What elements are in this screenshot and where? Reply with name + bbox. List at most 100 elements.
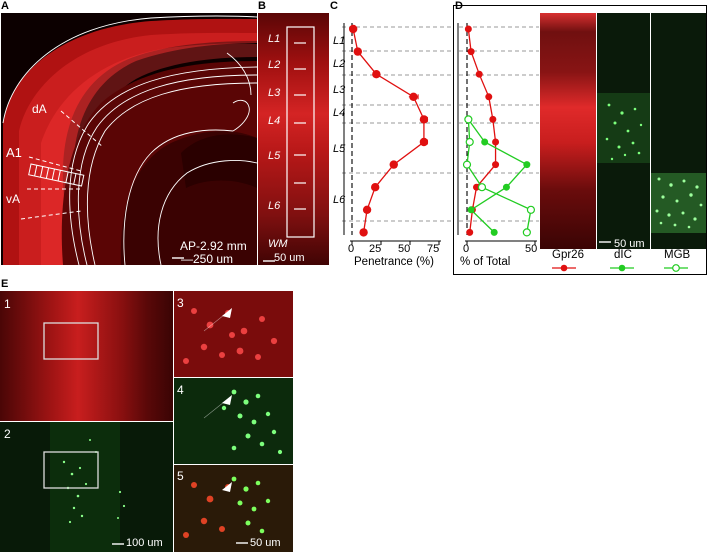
scale-bar-label-a: —250 um <box>181 252 234 266</box>
chart-d <box>457 23 539 245</box>
c-point-0-3 <box>409 92 418 102</box>
d-point-1-3 <box>502 183 510 191</box>
layer-label-b-l3: L3 <box>268 87 281 99</box>
panel-e-sub-1: 1 <box>4 297 11 311</box>
d-point-0-6 <box>492 161 500 169</box>
panel-e-sub-5: 5 <box>177 469 184 483</box>
d-point-0-4 <box>489 115 497 123</box>
cortical-column-image <box>258 13 329 265</box>
white-matter-label: WM <box>268 238 288 250</box>
region-label-va: vA <box>6 192 21 206</box>
chart-c-axis <box>343 23 441 245</box>
c-point-0-7 <box>371 183 380 192</box>
layer-label-c-l5: L5 <box>333 143 346 155</box>
d-point-2-2 <box>462 160 472 169</box>
layer-label-b-l5: L5 <box>268 150 281 162</box>
chart-d-series <box>462 25 536 237</box>
d-point-2-5 <box>522 228 531 237</box>
c-point-0-1 <box>353 47 362 56</box>
chart-c-xtick-0: 0 <box>348 243 355 255</box>
d-point-0-9 <box>466 228 474 236</box>
chart-d-xtick-50: 50 <box>525 243 538 255</box>
c-point-0-8 <box>362 205 372 214</box>
region-label-a1: A1 <box>6 145 22 160</box>
legend-marker-gpr26 <box>560 264 568 272</box>
layer-label-c-l3: L3 <box>333 84 346 96</box>
d-point-2-1 <box>465 137 474 147</box>
panel-e-sub-3: 3 <box>177 296 184 310</box>
chart-d-xtick-0: 0 <box>463 243 470 255</box>
panel-e3-micrograph <box>174 291 293 377</box>
d-point-2-4 <box>526 205 536 214</box>
brain-section-image <box>2 15 258 266</box>
d-point-1-5 <box>490 228 498 236</box>
layer-label-b-l2: L2 <box>268 59 281 71</box>
d-point-2-0 <box>464 115 473 124</box>
chart-c-xtick-25: 25 <box>369 243 382 255</box>
c-point-0-9 <box>359 228 368 237</box>
panel-label-c: C <box>330 0 338 12</box>
chart-c-gridlines <box>342 26 452 222</box>
d-point-0-1 <box>467 48 475 56</box>
d-point-0-0 <box>464 25 472 33</box>
c-point-0-5 <box>419 137 429 147</box>
dic-image <box>597 13 650 249</box>
d-point-0-2 <box>475 70 483 78</box>
panel-label-a: A <box>1 0 9 12</box>
panel-a-micrograph <box>1 13 258 266</box>
scale-bar-label-d: 50 um <box>614 238 645 250</box>
chart-c-xtick-75: 75 <box>427 243 440 255</box>
d-series-line-1 <box>467 119 528 233</box>
c-point-0-2 <box>372 70 381 79</box>
panel-d-frame <box>453 5 707 275</box>
c-point-0-0 <box>348 24 358 34</box>
chart-d-gridlines <box>459 26 539 222</box>
scale-bar-label-e-left: 100 um <box>126 537 163 549</box>
panel-label-b: B <box>258 0 266 12</box>
c-point-0-6 <box>389 160 398 169</box>
layer-label-c-l2: L2 <box>333 58 346 70</box>
d-point-1-1 <box>481 138 489 146</box>
panel-e-sub-4: 4 <box>177 383 184 397</box>
chart-c-xlabel: Penetrance (%) <box>354 256 434 268</box>
mgb-image <box>651 13 706 249</box>
layer-label-b-l4: L4 <box>268 115 281 127</box>
region-label-da: dA <box>32 102 47 116</box>
panel-e5-micrograph <box>174 465 293 552</box>
legend-marker-dic <box>618 264 626 272</box>
c-point-0-4 <box>419 115 429 124</box>
chart-d-xlabel: % of Total <box>460 256 511 268</box>
legend-label-mgb: MGB <box>664 249 691 261</box>
d-point-2-3 <box>477 183 487 192</box>
d-point-0-5 <box>492 138 500 146</box>
chart-c-series <box>348 24 429 237</box>
legend-label-dic: dIC <box>614 249 632 261</box>
layer-label-c-l4: L4 <box>333 107 346 119</box>
legend-markers <box>552 264 688 272</box>
panel-e1-micrograph <box>0 291 173 421</box>
c-series-line-0 <box>352 28 425 233</box>
panel-b-micrograph <box>258 13 329 265</box>
chart-c-xtick-50: 50 <box>398 243 411 255</box>
scale-bar-label-e-right: 50 um <box>250 537 281 549</box>
panel-label-d: D <box>455 0 463 12</box>
legend-label-gpr26: Gpr26 <box>552 249 584 261</box>
panel-e2-micrograph <box>0 422 173 552</box>
panel-e-sub-2: 2 <box>4 427 11 441</box>
legend-marker-mgb <box>672 264 680 272</box>
layer-label-c-l1: L1 <box>333 35 346 47</box>
scale-bar-label-b: 50 um <box>274 252 305 264</box>
layer-label-b-l1: L1 <box>268 33 281 45</box>
d-point-1-2 <box>523 161 531 169</box>
layer-label-b-l6: L6 <box>268 200 281 212</box>
gpr26-image <box>540 13 596 249</box>
ap-coordinate-label: AP-2.92 mm <box>180 239 247 253</box>
d-point-0-3 <box>485 93 493 101</box>
d-point-1-4 <box>467 206 475 214</box>
chart-d-axis <box>457 23 537 245</box>
layer-label-c-l6: L6 <box>333 194 346 206</box>
chart-c <box>342 23 452 245</box>
panel-label-e: E <box>1 278 9 290</box>
panel-e4-micrograph <box>174 378 293 464</box>
d-series-line-0 <box>467 28 497 233</box>
